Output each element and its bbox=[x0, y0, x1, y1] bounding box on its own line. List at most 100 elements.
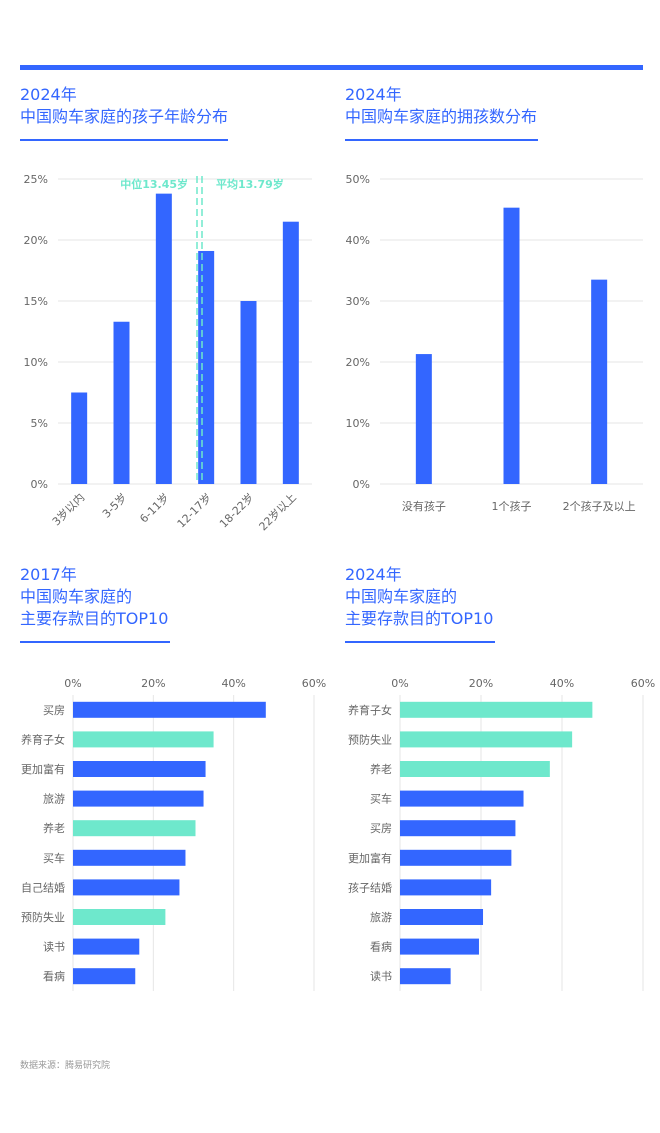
panel3-title-year: 2017年 bbox=[20, 565, 77, 584]
panel4-title-text: 中国购车家庭的 bbox=[345, 587, 458, 606]
savings-2024-chart-xtick-label: 20% bbox=[469, 677, 493, 690]
panel2-title: 2024年 中国购车家庭的拥孩数分布 bbox=[345, 84, 537, 128]
savings-2017-chart-category-label: 养育子女 bbox=[21, 732, 65, 746]
children-count-chart-ytick-label: 30% bbox=[346, 295, 370, 308]
savings-2017-chart-bar bbox=[73, 761, 206, 777]
panel4-title: 2024年 中国购车家庭的 主要存款目的TOP10 bbox=[345, 564, 493, 630]
panel4-title-text2: 主要存款目的TOP10 bbox=[345, 609, 494, 628]
savings-2017-chart-bar bbox=[73, 968, 136, 985]
savings-2024-chart-category-label: 预防失业 bbox=[348, 732, 392, 746]
children-count-chart-ytick-label: 0% bbox=[353, 478, 370, 491]
savings-2017-chart-xtick-label: 0% bbox=[64, 677, 81, 690]
savings-2017-chart-category-label: 看病 bbox=[43, 969, 65, 983]
savings-2017-chart-category-label: 预防失业 bbox=[21, 910, 65, 924]
age-chart-ytick-label: 10% bbox=[24, 356, 48, 369]
panel4-title-underline bbox=[345, 641, 495, 643]
age-chart-ytick-label: 15% bbox=[24, 295, 48, 308]
savings-2017-chart-bar bbox=[73, 820, 196, 837]
savings-2017-chart-xtick-label: 60% bbox=[302, 677, 326, 690]
panel2-title-text: 中国购车家庭的拥孩数分布 bbox=[345, 107, 538, 126]
age-chart-ytick-label: 0% bbox=[31, 478, 48, 491]
top-accent-bar bbox=[20, 65, 643, 70]
panel3-title: 2017年 中国购车家庭的 主要存款目的TOP10 bbox=[20, 564, 168, 630]
savings-2024-chart-bar bbox=[400, 909, 484, 925]
savings-2024-chart-bar bbox=[400, 968, 451, 985]
savings-2017-chart-xtick-label: 20% bbox=[141, 677, 165, 690]
panel4-title-year: 2024年 bbox=[345, 565, 402, 584]
panel1-title-underline bbox=[20, 139, 228, 141]
children-count-chart-ytick-label: 50% bbox=[346, 173, 370, 186]
savings-2024-chart-bar bbox=[400, 820, 516, 837]
savings-2024-chart-bar bbox=[400, 731, 573, 748]
children-count-chart-bar bbox=[591, 279, 608, 484]
savings-2017-chart-category-label: 养老 bbox=[43, 821, 65, 835]
age-chart-bar bbox=[71, 392, 88, 484]
panel1-title-year: 2024年 bbox=[20, 85, 77, 104]
panel1-title: 2024年 中国购车家庭的孩子年龄分布 bbox=[20, 84, 228, 128]
savings-2024-chart-category-label: 读书 bbox=[370, 969, 392, 983]
children-count-chart-bar bbox=[415, 354, 432, 484]
savings-2017-chart-category-label: 买车 bbox=[43, 851, 65, 865]
savings-2017-chart-bar bbox=[73, 790, 204, 807]
panel1-title-text: 中国购车家庭的孩子年龄分布 bbox=[20, 107, 229, 126]
savings-2024-chart-category-label: 更加富有 bbox=[348, 851, 392, 865]
age-chart-bar bbox=[282, 221, 299, 484]
median-annotation-label: 中位13.45岁 bbox=[120, 177, 188, 191]
panel3-title-underline bbox=[20, 641, 170, 643]
savings-2024-chart-xtick-label: 40% bbox=[550, 677, 574, 690]
panel3-title-text2: 主要存款目的TOP10 bbox=[20, 609, 169, 628]
savings-2024-chart-bar bbox=[400, 761, 550, 777]
panel2-title-underline bbox=[345, 139, 538, 141]
children-count-chart-ytick-label: 20% bbox=[346, 356, 370, 369]
age-chart-xtick-label: 18-22岁 bbox=[216, 490, 256, 530]
savings-2017-chart-bar bbox=[73, 701, 266, 718]
savings-2024-chart-bar bbox=[400, 879, 492, 896]
savings-2017-chart-bar bbox=[73, 731, 214, 748]
mean-annotation-label: 平均13.79岁 bbox=[216, 177, 284, 191]
savings-2017-chart-category-label: 自己结婚 bbox=[21, 880, 65, 894]
panel2-title-year: 2024年 bbox=[345, 85, 402, 104]
savings-2017-chart-bar bbox=[73, 849, 186, 866]
children-count-chart-xtick-label: 2个孩子及以上 bbox=[563, 500, 636, 513]
savings-2017-chart-xtick-label: 40% bbox=[221, 677, 245, 690]
age-chart-bar bbox=[240, 301, 257, 484]
savings-2024-chart-category-label: 养老 bbox=[370, 762, 392, 776]
children-count-chart-xtick-label: 1个孩子 bbox=[492, 500, 532, 513]
savings-2024-chart-xtick-label: 60% bbox=[631, 677, 655, 690]
savings-2024-chart-category-label: 买房 bbox=[370, 822, 392, 835]
savings-2024-chart-category-label: 旅游 bbox=[370, 910, 392, 924]
savings-2017-chart-category-label: 买房 bbox=[43, 704, 65, 717]
savings-2024-chart-category-label: 孩子结婚 bbox=[348, 880, 392, 894]
savings-2017-chart-category-label: 旅游 bbox=[43, 792, 65, 806]
savings-2024-chart-bar bbox=[400, 701, 593, 718]
age-chart-xtick-label: 6-11岁 bbox=[137, 490, 172, 525]
children-count-chart-ytick-label: 40% bbox=[346, 234, 370, 247]
children-count-chart-bar bbox=[503, 207, 520, 485]
age-chart-xtick-label: 12-17岁 bbox=[174, 490, 214, 530]
savings-2024-chart-category-label: 养育子女 bbox=[348, 703, 392, 717]
age-chart-xtick-label: 3岁以内 bbox=[49, 490, 87, 528]
age-chart-bar bbox=[113, 321, 130, 484]
age-chart-bar bbox=[155, 193, 172, 484]
age-chart-xtick-label: 3-5岁 bbox=[99, 490, 129, 520]
children-count-chart-xtick-label: 没有孩子 bbox=[402, 499, 446, 513]
age-chart-ytick-label: 5% bbox=[31, 417, 48, 430]
savings-2024-chart-bar bbox=[400, 938, 479, 955]
savings-2017-chart-category-label: 更加富有 bbox=[21, 762, 65, 776]
savings-2024-chart-bar bbox=[400, 790, 524, 807]
data-source-footer: 数据来源：腾易研究院 bbox=[20, 1061, 111, 1071]
savings-2024-chart-category-label: 买车 bbox=[370, 792, 392, 806]
children-count-chart-ytick-label: 10% bbox=[346, 417, 370, 430]
savings-2017-chart-bar bbox=[73, 909, 166, 925]
savings-2017-chart-bar bbox=[73, 938, 140, 955]
age-chart-ytick-label: 20% bbox=[24, 234, 48, 247]
age-chart-xtick-label: 22岁以上 bbox=[256, 490, 299, 533]
age-chart-ytick-label: 25% bbox=[24, 173, 48, 186]
savings-2017-chart-bar bbox=[73, 879, 180, 896]
panel3-title-text: 中国购车家庭的 bbox=[20, 587, 133, 606]
savings-2024-chart-bar bbox=[400, 849, 512, 866]
savings-2024-chart-category-label: 看病 bbox=[370, 940, 392, 954]
age-chart-bar bbox=[198, 250, 215, 484]
savings-2017-chart-category-label: 读书 bbox=[43, 940, 65, 954]
